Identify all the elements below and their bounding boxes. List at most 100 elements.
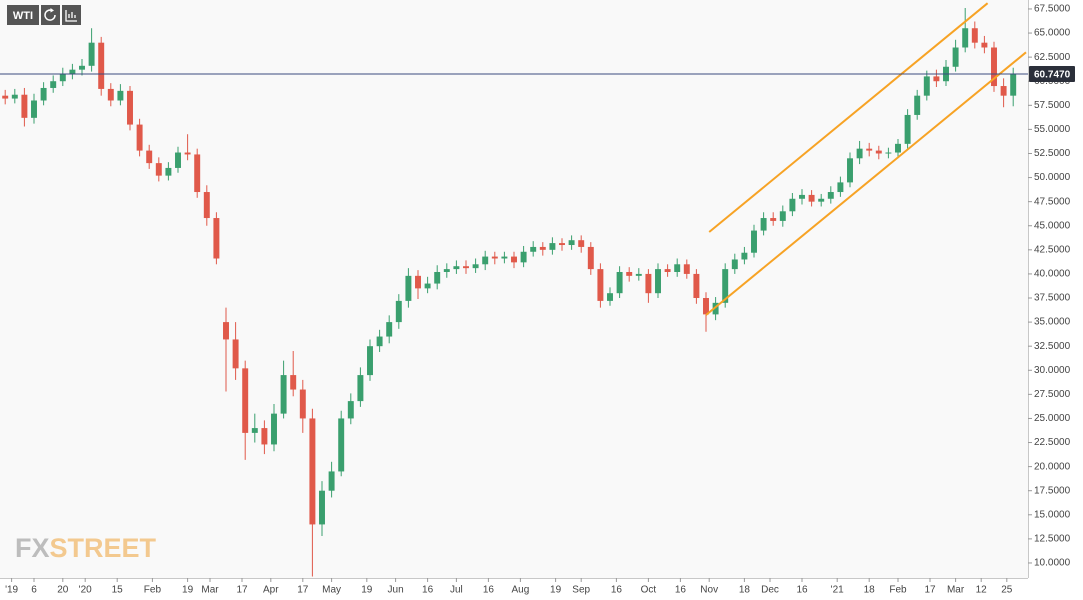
candle-body [741, 252, 748, 260]
candle-body [271, 413, 277, 445]
y-tick-label: 32.5000 [1034, 341, 1071, 352]
candle-body [904, 114, 911, 144]
candle-body [386, 322, 393, 337]
candle-body [40, 87, 47, 101]
x-tick-label: 17 [236, 585, 248, 596]
candle-body [808, 194, 815, 202]
candle-body [827, 192, 834, 199]
x-tick-label: Sep [572, 585, 590, 596]
candle-body [799, 194, 805, 199]
x-tick-label: Oct [641, 585, 657, 596]
candle-body [261, 428, 268, 445]
candle-body [50, 81, 57, 88]
candle-body [952, 47, 959, 67]
candle-body [203, 192, 210, 219]
candle-body [59, 73, 66, 82]
y-tick-label: 10.0000 [1034, 558, 1071, 569]
y-tick-label: 67.5000 [1034, 4, 1071, 15]
candle-body [31, 100, 37, 118]
x-tick-label: Aug [512, 585, 530, 596]
x-tick-label: Mar [947, 585, 965, 596]
watermark-prefix: FX [15, 533, 50, 563]
candle-body [319, 490, 325, 525]
candle-body [539, 246, 546, 250]
y-tick-label: 25.0000 [1034, 413, 1071, 424]
channel-line [705, 51, 1027, 316]
candle-body [818, 198, 825, 202]
candle-body [501, 256, 508, 259]
candle-body [367, 346, 373, 376]
x-tick-label: 12 [976, 585, 988, 596]
candle-body [251, 428, 258, 433]
candle-body [184, 152, 191, 155]
candle-body [424, 283, 431, 289]
y-tick-label: 52.5000 [1034, 148, 1071, 159]
x-tick-label: 25 [1001, 585, 1013, 596]
candle-body [242, 368, 249, 433]
candle-body [751, 230, 757, 253]
x-tick-label: '20 [79, 585, 92, 596]
y-tick-label: 17.5000 [1034, 485, 1071, 496]
candle-body [971, 28, 978, 43]
candle-body [453, 266, 460, 270]
x-tick-label: 17 [924, 585, 936, 596]
refresh-icon [44, 9, 56, 21]
candle-body [443, 269, 450, 272]
candle-body [587, 246, 594, 270]
candle-body [664, 269, 671, 272]
candle-body [683, 264, 690, 274]
x-tick-label: Dec [761, 585, 779, 596]
channel-line [708, 2, 989, 233]
candle-body [962, 28, 969, 48]
candle-body [472, 264, 479, 269]
candle-body [933, 76, 940, 82]
last-price-label: 60.7470 [1034, 70, 1071, 81]
y-tick-label: 42.5000 [1034, 244, 1071, 255]
candle-body [731, 259, 738, 270]
candle-body [357, 375, 364, 402]
candle-body [559, 243, 565, 246]
y-tick-label: 50.0000 [1034, 172, 1071, 183]
x-tick-label: Feb [889, 585, 907, 596]
x-tick-label: '19 [5, 585, 18, 596]
candle-body [693, 273, 700, 299]
candle-body [923, 76, 930, 96]
refresh-button[interactable] [41, 5, 60, 25]
candle-body [146, 150, 153, 164]
y-tick-label: 20.0000 [1034, 461, 1071, 472]
candle-body [549, 243, 556, 250]
x-tick-label: 19 [550, 585, 562, 596]
candle-body [482, 256, 489, 265]
candle-body [463, 266, 469, 269]
candle-body [299, 389, 306, 419]
candle-body [674, 264, 681, 272]
x-tick-label: 6 [31, 585, 37, 596]
candle-body [655, 269, 661, 294]
candle-body [175, 152, 181, 168]
y-tick-label: 47.5000 [1034, 196, 1071, 207]
watermark: FXSTREET [15, 533, 157, 563]
candle-body [309, 418, 316, 525]
candle-body [1000, 86, 1007, 96]
candle-body [165, 167, 172, 176]
candle-body [232, 339, 239, 369]
x-tick-label: 19 [182, 585, 194, 596]
candle-body [136, 124, 143, 151]
x-tick-label: 16 [675, 585, 687, 596]
candle-body [712, 302, 719, 315]
candle-body [770, 218, 777, 221]
y-tick-label: 30.0000 [1034, 365, 1071, 376]
symbol-button[interactable] [7, 5, 39, 25]
candle-body [127, 90, 133, 125]
candle-body [395, 300, 402, 323]
watermark-suffix: STREET [50, 533, 157, 563]
candle-body [626, 271, 633, 276]
watermark-text: FXSTREET [15, 533, 157, 563]
candle-body [415, 275, 421, 289]
x-tick-label: Nov [700, 585, 718, 596]
x-tick-label: 20 [57, 585, 69, 596]
y-tick-label: 62.5000 [1034, 52, 1071, 63]
y-tick-label: 15.0000 [1034, 509, 1071, 520]
y-tick-label: 40.0000 [1034, 269, 1071, 280]
